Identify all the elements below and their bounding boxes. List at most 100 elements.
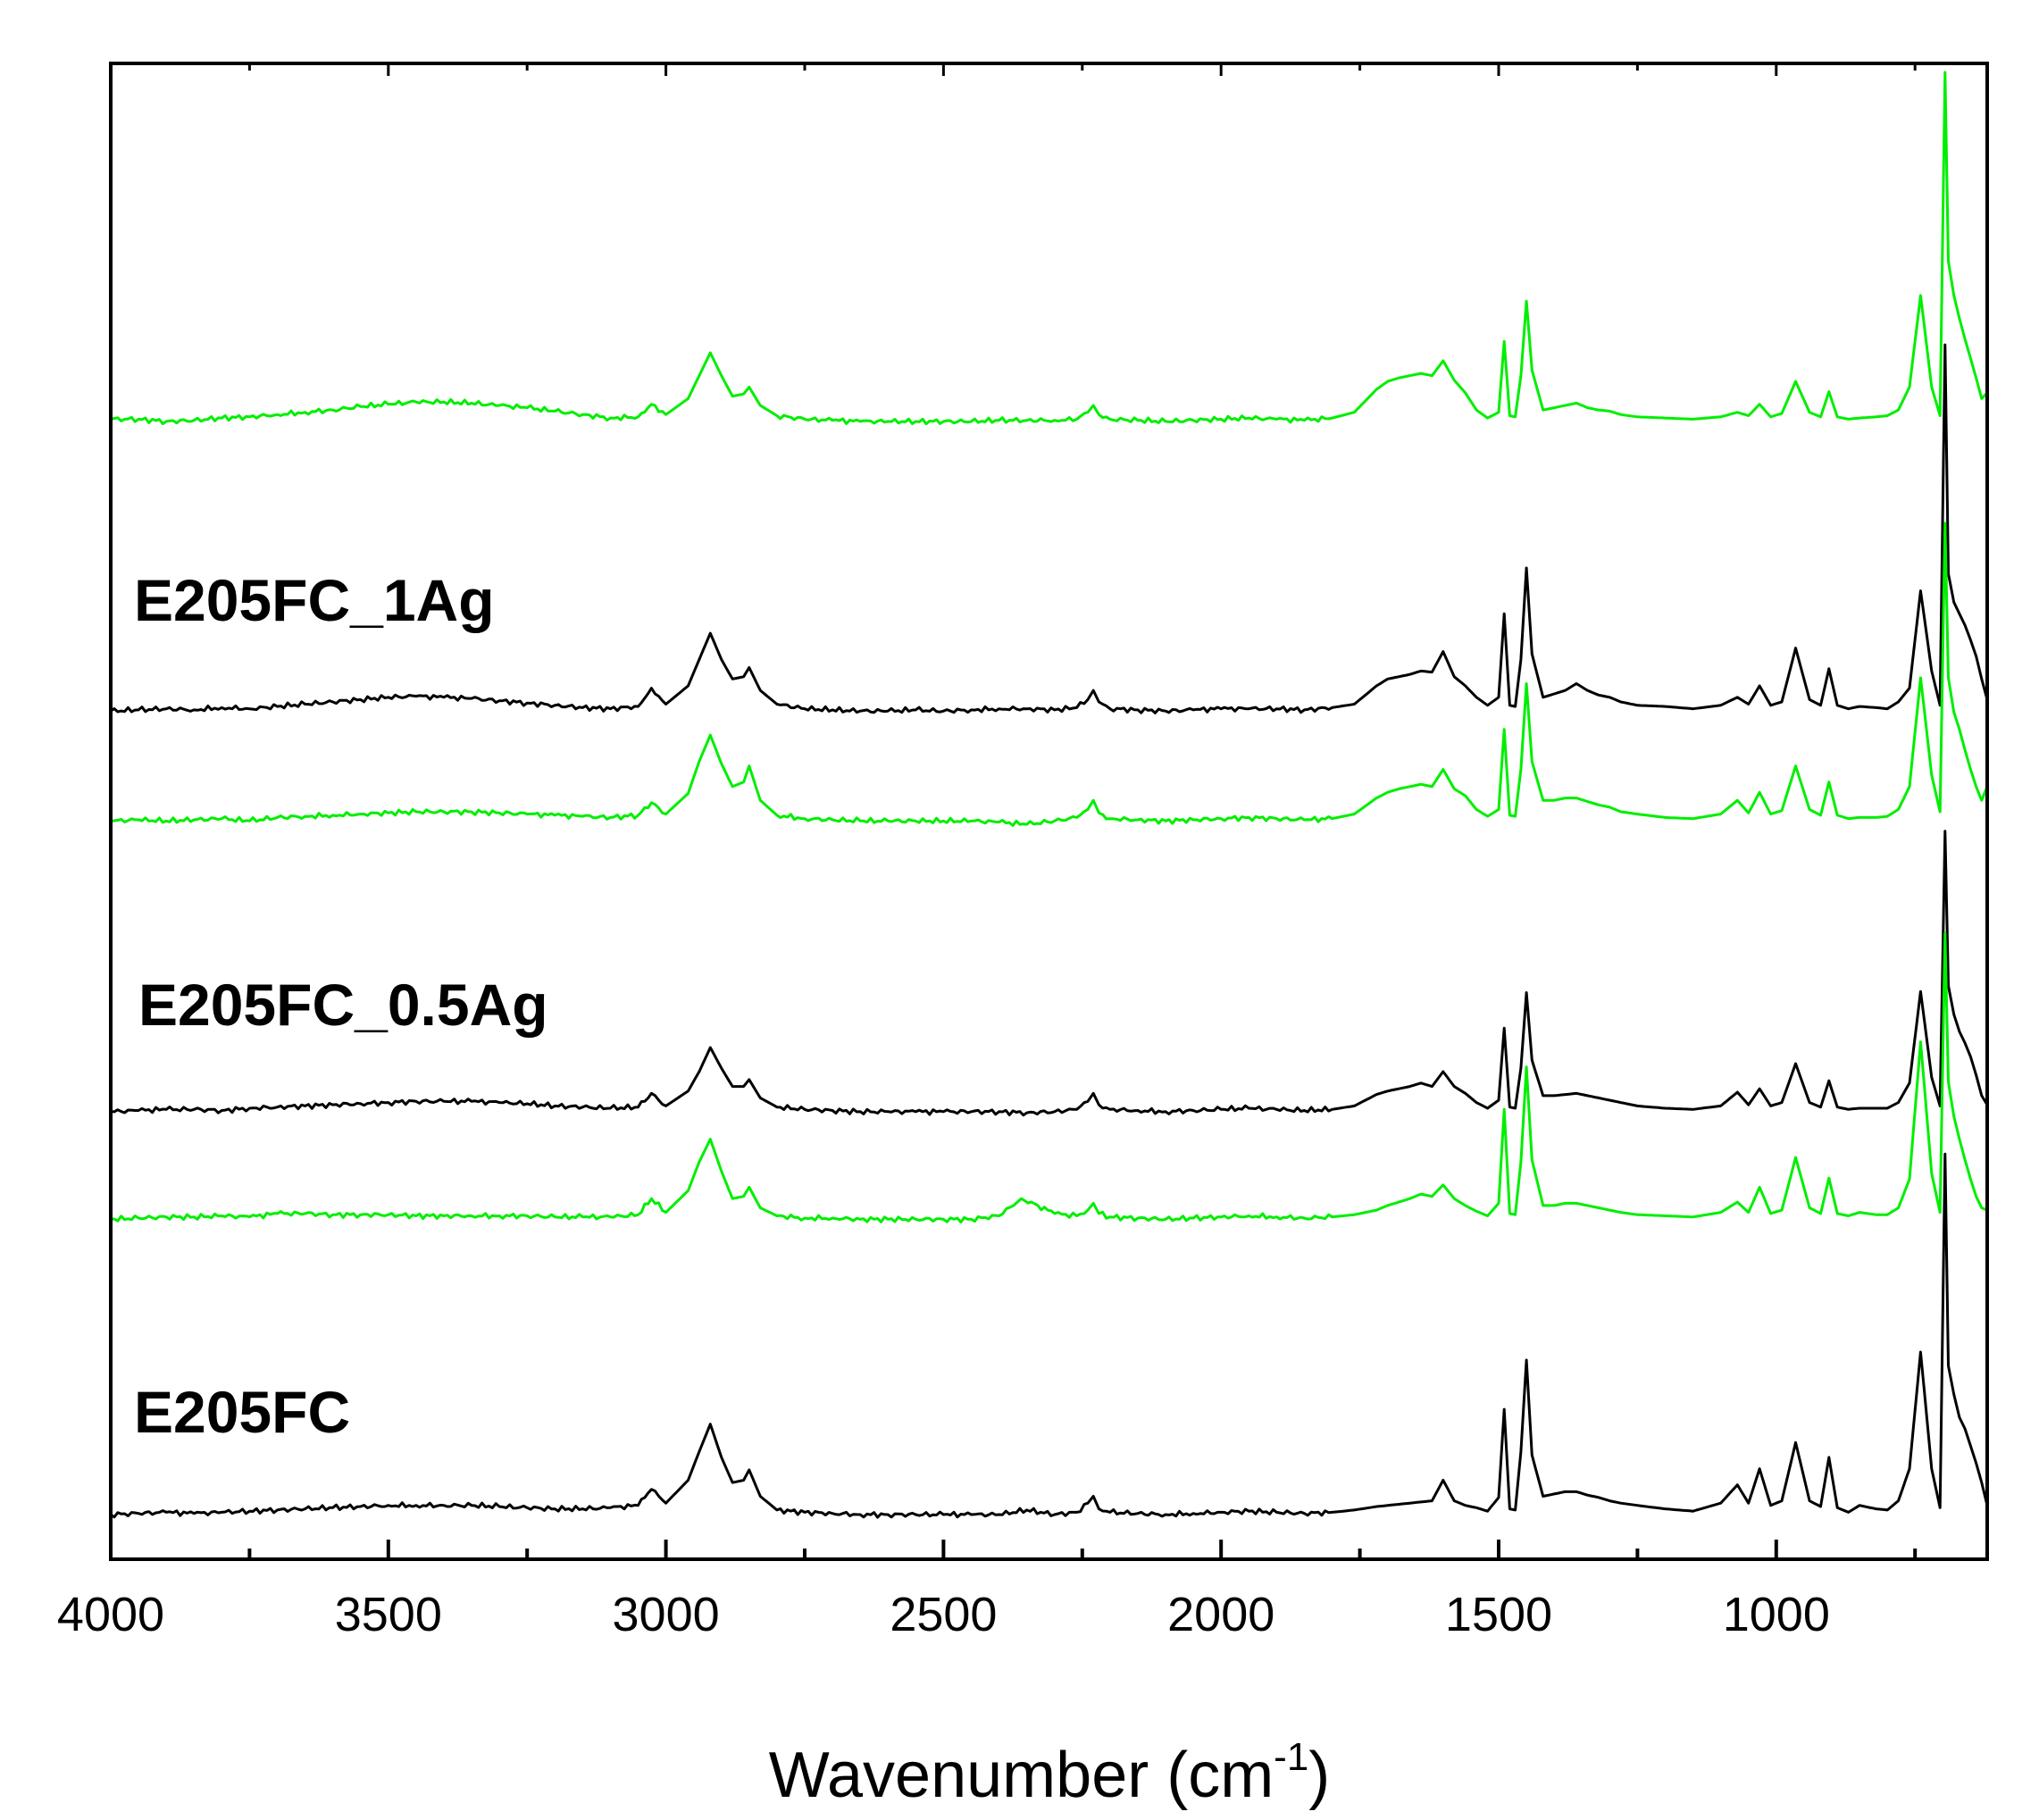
peak-point xyxy=(1524,1064,1529,1070)
peak-point xyxy=(1441,767,1446,772)
x-tick-label: 1500 xyxy=(1445,1588,1552,1641)
peak-point xyxy=(1734,797,1740,803)
peak-point xyxy=(747,1077,752,1082)
peak-point xyxy=(707,732,713,738)
series-line-e205fc-1ag-green xyxy=(110,71,1989,426)
peak-point xyxy=(1943,70,1948,75)
peak-point xyxy=(1943,931,1948,936)
peak-point xyxy=(1091,1200,1096,1206)
peak-point xyxy=(707,630,713,636)
sample-label-e205fc-0-5ag: E205FC_0.5Ag xyxy=(138,972,548,1038)
peak-point xyxy=(1757,1184,1762,1190)
peak-point xyxy=(648,800,654,806)
peak-point xyxy=(1091,797,1096,803)
peak-point xyxy=(1826,1175,1832,1181)
peak-point xyxy=(1441,358,1446,363)
peak-point xyxy=(1793,1061,1799,1066)
peak-point xyxy=(1574,1200,1579,1206)
peak-point xyxy=(1826,1455,1832,1460)
peak-point xyxy=(1734,1482,1740,1488)
plot-frame xyxy=(109,62,1989,1561)
peak-point xyxy=(747,1467,752,1473)
x-tick-label: 2000 xyxy=(1167,1588,1274,1641)
x-tick-label: 1000 xyxy=(1723,1588,1830,1641)
peak-point xyxy=(1943,342,1948,347)
peak-point xyxy=(1501,611,1507,616)
peak-point xyxy=(1091,688,1096,693)
peak-point xyxy=(1918,293,1923,298)
peak-point xyxy=(1826,666,1832,672)
peak-point xyxy=(1524,565,1529,571)
peak-point xyxy=(1574,695,1579,700)
peak-point xyxy=(1793,764,1799,769)
peak-point xyxy=(1441,1478,1446,1483)
peak-point xyxy=(1757,1466,1762,1472)
peak-point xyxy=(1918,1039,1923,1045)
peak-point xyxy=(1524,681,1529,687)
peak-point xyxy=(1524,298,1529,304)
peak-point xyxy=(1826,1078,1832,1083)
peak-point xyxy=(648,1090,654,1096)
peak-point xyxy=(1943,1151,1948,1156)
peak-point xyxy=(1441,649,1446,655)
series-line-e205fc-1ag xyxy=(110,343,1989,714)
series-layer xyxy=(110,70,1989,1519)
peak-point xyxy=(1793,379,1799,384)
peak-point xyxy=(1943,521,1948,526)
peak-point xyxy=(1574,796,1579,801)
peak-point xyxy=(1918,1349,1923,1355)
peak-point xyxy=(707,1137,713,1142)
peak-point xyxy=(747,1184,752,1190)
x-tick-label: 2500 xyxy=(890,1588,997,1641)
peak-point xyxy=(747,665,752,671)
peak-point xyxy=(1918,675,1923,680)
peak-point xyxy=(1524,1357,1529,1363)
peak-point xyxy=(1091,1494,1096,1499)
peak-point xyxy=(1501,1025,1507,1031)
peak-point xyxy=(707,1045,713,1050)
x-tick-label: 4000 xyxy=(57,1588,164,1641)
peak-point xyxy=(1793,1155,1799,1160)
peak-point xyxy=(648,1196,654,1201)
peak-point xyxy=(1918,989,1923,994)
peak-point xyxy=(1574,1489,1579,1494)
peak-point xyxy=(1757,1086,1762,1091)
peak-point xyxy=(1734,1089,1740,1095)
x-tick-label: 3500 xyxy=(335,1588,442,1641)
peak-point xyxy=(1501,727,1507,732)
x-tick-label: 3000 xyxy=(613,1588,720,1641)
peak-point xyxy=(1757,402,1762,407)
x-axis-label: Wavenumber (cm-1) xyxy=(769,1735,1331,1811)
peak-point xyxy=(1574,405,1579,411)
peak-point xyxy=(1441,1182,1446,1188)
peak-point xyxy=(707,350,713,355)
peak-point xyxy=(1734,695,1740,700)
peak-point xyxy=(1091,1090,1096,1096)
sample-label-e205fc-1ag: E205FC_1Ag xyxy=(134,567,495,633)
peak-point xyxy=(648,686,654,691)
x-axis-label-main: Wavenumber (cm xyxy=(769,1740,1274,1811)
peak-point xyxy=(747,385,752,390)
peak-point xyxy=(1524,990,1529,996)
peak-point xyxy=(1793,646,1799,651)
peak-point xyxy=(1826,780,1832,785)
peak-point xyxy=(747,764,752,769)
x-axis-label-close: ) xyxy=(1308,1740,1330,1811)
peak-point xyxy=(648,402,654,407)
series-line-e205fc-0-5ag-green xyxy=(110,522,1989,827)
peak-point xyxy=(1734,1199,1740,1205)
peak-point xyxy=(1501,1106,1507,1112)
peak-point xyxy=(1757,683,1762,689)
series-line-e205fc xyxy=(110,1152,1989,1519)
peak-point xyxy=(1757,789,1762,795)
peak-point xyxy=(1501,1407,1507,1412)
peak-point xyxy=(1018,1196,1024,1201)
peak-point xyxy=(648,1487,654,1492)
sample-label-e205fc: E205FC xyxy=(134,1379,350,1445)
peak-point xyxy=(1943,829,1948,834)
peak-point xyxy=(1574,1090,1579,1096)
peak-point xyxy=(1501,338,1507,344)
x-axis-label-superscript: -1 xyxy=(1274,1735,1308,1779)
